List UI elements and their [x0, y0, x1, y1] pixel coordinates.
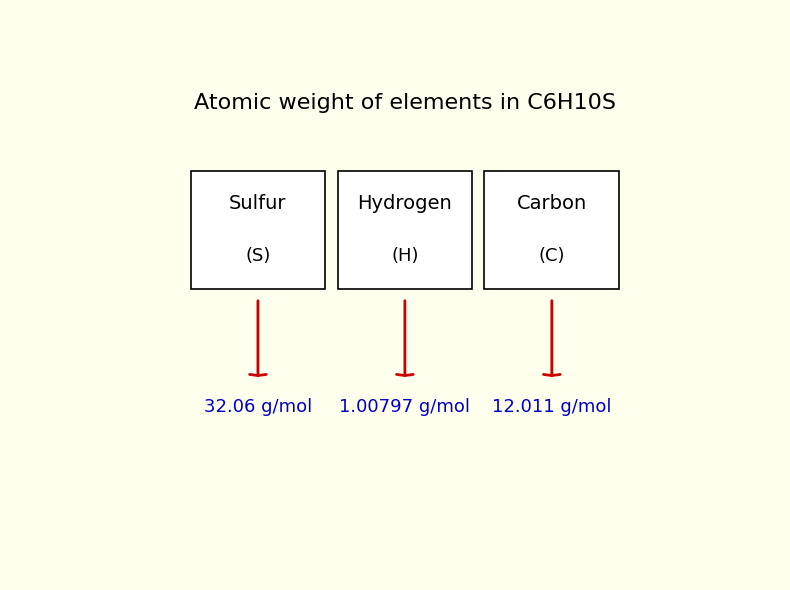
Text: 12.011 g/mol: 12.011 g/mol	[492, 398, 611, 416]
Bar	[190, 171, 325, 289]
Bar	[337, 171, 472, 289]
Bar	[484, 171, 619, 289]
Text: Hydrogen: Hydrogen	[358, 194, 452, 214]
Text: Sulfur: Sulfur	[229, 194, 287, 214]
Text: (C): (C)	[539, 247, 565, 265]
Text: (S): (S)	[245, 247, 271, 265]
Text: (H): (H)	[391, 247, 419, 265]
Text: Atomic weight of elements in C6H10S: Atomic weight of elements in C6H10S	[194, 93, 616, 113]
Text: Carbon: Carbon	[517, 194, 587, 214]
Text: 32.06 g/mol: 32.06 g/mol	[204, 398, 312, 416]
Text: 1.00797 g/mol: 1.00797 g/mol	[340, 398, 470, 416]
